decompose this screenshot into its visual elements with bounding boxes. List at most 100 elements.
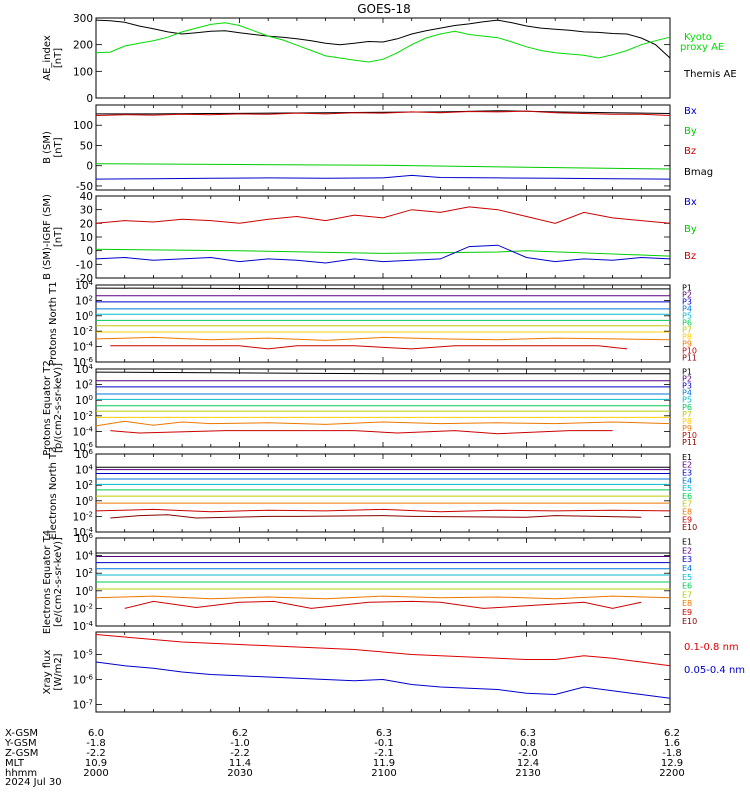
series-line-p1 xyxy=(95,287,670,290)
y-tick-label: 300 xyxy=(73,13,93,25)
y-axis-label: Protons Equator T2[p/(cm2-s-sr-keV)] xyxy=(42,360,64,456)
series-line-p10 xyxy=(110,345,628,350)
legend-label: E3 xyxy=(682,555,692,564)
plot-frame xyxy=(95,195,671,279)
legend-label: E10 xyxy=(682,617,697,626)
footer-cell: -2.0 xyxy=(518,748,538,759)
legend-label: 0.05-0.4 nm xyxy=(684,665,745,676)
footer-cell: 6.2 xyxy=(232,728,248,739)
legend-label: Themis AE xyxy=(683,69,737,80)
y-tick-label: 102 xyxy=(75,567,93,580)
y-tick-label: 102 xyxy=(75,479,93,492)
series-line-themis-ae xyxy=(95,19,671,59)
y-tick-label: -20 xyxy=(76,273,93,285)
legend-label: E4 xyxy=(682,476,692,485)
y-tick-label: 100 xyxy=(75,394,93,407)
legend-label: P11 xyxy=(682,353,697,362)
y-tick-label: -10 xyxy=(76,259,93,271)
y-tick-label: 10 xyxy=(80,232,93,244)
y-tick-label: 100 xyxy=(75,495,93,508)
series-line-0-05-0-4-nm xyxy=(95,661,671,699)
series-line-p9 xyxy=(95,420,671,427)
figure-title: GOES-18 xyxy=(357,2,411,16)
legend-label: P5 xyxy=(682,311,692,320)
footer-cell: 0.8 xyxy=(520,738,536,749)
legend-label: P6 xyxy=(682,403,692,412)
series-line-e8 xyxy=(95,595,671,600)
y-tick-label: 10-4 xyxy=(73,341,94,354)
footer-cell: -1.0 xyxy=(230,738,250,749)
legend-label: P4 xyxy=(682,389,692,398)
y-tick-label: 40 xyxy=(80,191,93,203)
legend-label: E2 xyxy=(682,546,692,555)
plot-frame xyxy=(95,17,671,99)
footer-cell: 12.4 xyxy=(517,758,539,769)
y-tick-label: 200 xyxy=(73,40,93,52)
footer-cell: -1.8 xyxy=(662,748,682,759)
panel-7: 106 104 102 100 10-2 10-4 Electrons Equator T4… xyxy=(42,530,697,634)
y-axis-label: B (SM)[nT] xyxy=(42,131,64,164)
footer-cell: 12.9 xyxy=(661,758,683,769)
y-tick-label: 10-2 xyxy=(73,602,93,615)
y-tick-label: 100 xyxy=(75,585,93,598)
footer-cell: -1.8 xyxy=(86,738,106,749)
y-tick-label: 10-2 xyxy=(73,410,93,423)
y-tick-label: 10-6 xyxy=(73,674,94,687)
footer-row-label: Y-GSM xyxy=(4,738,37,749)
series-line-kyoto-proxy-ae xyxy=(95,22,671,63)
panel-8: 10-5 10-6 10-7 Xray flux[W/m2] 0.1-0.8 nm 0.0… xyxy=(42,631,745,713)
legend-label: E7 xyxy=(682,500,692,509)
series-line-e9 xyxy=(95,508,671,513)
legend-label: E1 xyxy=(682,538,692,547)
plot-frame xyxy=(95,284,671,363)
legend-label: P11 xyxy=(682,438,697,447)
footer-cell: -2.2 xyxy=(230,748,250,759)
y-tick-label: 104 xyxy=(75,279,93,292)
footer-cell: 6.3 xyxy=(520,728,536,739)
y-axis-label: AE_index[nT] xyxy=(42,35,64,81)
footer-cell: 2200 xyxy=(659,768,684,779)
legend-label: P2 xyxy=(682,374,692,383)
legend-label: P9 xyxy=(682,424,692,433)
legend-label: P10 xyxy=(682,346,697,355)
y-tick-label: 100 xyxy=(73,66,93,78)
series-line-e10 xyxy=(110,514,642,519)
y-tick-label: 102 xyxy=(75,379,93,392)
series-line-bz xyxy=(95,206,671,224)
legend-label: E9 xyxy=(682,515,692,524)
footer-row-label: X-GSM xyxy=(5,728,38,739)
y-tick-label: 104 xyxy=(75,464,93,477)
footer-cell: -0.1 xyxy=(374,738,394,749)
series-line-bz xyxy=(95,110,671,116)
y-tick-label: 10-2 xyxy=(73,510,93,523)
footer-cell: 2130 xyxy=(515,768,540,779)
legend-label: P1 xyxy=(682,283,692,292)
footer-cell: 10.9 xyxy=(85,758,107,769)
footer-row-label: MLT xyxy=(5,758,25,769)
y-tick-label: 0 xyxy=(86,246,93,258)
legend-label: Bx xyxy=(684,197,697,208)
panel-3: -20 -100 10 2030 40 B (SM)-IGRF (SM)[nT] Bx By B… xyxy=(42,191,697,285)
legend-label: P4 xyxy=(682,304,692,313)
series-line-by xyxy=(95,248,671,257)
y-tick-label: 20 xyxy=(80,218,93,230)
y-tick-label: 30 xyxy=(80,205,93,217)
legend-label: E9 xyxy=(682,608,692,617)
legend-label: E8 xyxy=(682,599,692,608)
legend-label: P9 xyxy=(682,339,692,348)
y-tick-label: 0 xyxy=(86,161,93,173)
footer-cell: -2.2 xyxy=(86,748,106,759)
y-axis-label: Electrons Equator T4[e/(cm2-s-sr-keV)] xyxy=(42,530,64,634)
y-tick-label: 10-7 xyxy=(73,699,93,712)
series-line-bx xyxy=(95,244,671,264)
legend-label: By xyxy=(684,126,697,137)
footer-cell: 2030 xyxy=(227,768,252,779)
plot-frame xyxy=(95,104,671,191)
y-axis-label: Protons North T1 xyxy=(48,281,59,365)
y-tick-label: 10-4 xyxy=(73,620,94,633)
legend-label: E6 xyxy=(682,492,692,501)
legend-label: Kyoto xyxy=(684,32,712,43)
